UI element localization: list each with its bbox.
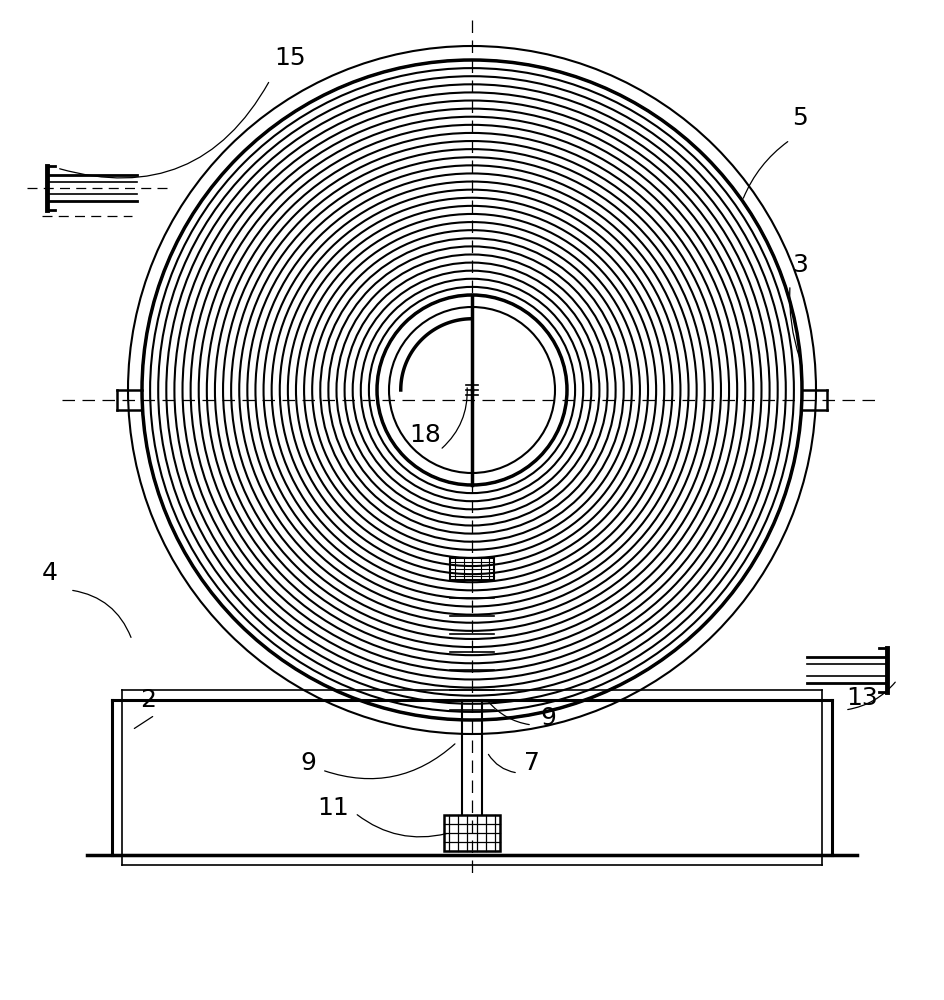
Text: 2: 2 [140, 688, 156, 712]
Text: 13: 13 [846, 686, 878, 710]
Text: 5: 5 [792, 106, 808, 130]
Text: 4: 4 [42, 561, 58, 585]
Text: 9: 9 [540, 706, 556, 730]
Text: 18: 18 [409, 423, 441, 447]
Text: 3: 3 [792, 253, 808, 277]
Text: 7: 7 [524, 751, 540, 775]
Text: 11: 11 [317, 796, 349, 820]
Bar [450, 558, 494, 580]
Bar [444, 815, 500, 851]
Text: 15: 15 [274, 46, 306, 70]
Text: 9: 9 [300, 751, 316, 775]
